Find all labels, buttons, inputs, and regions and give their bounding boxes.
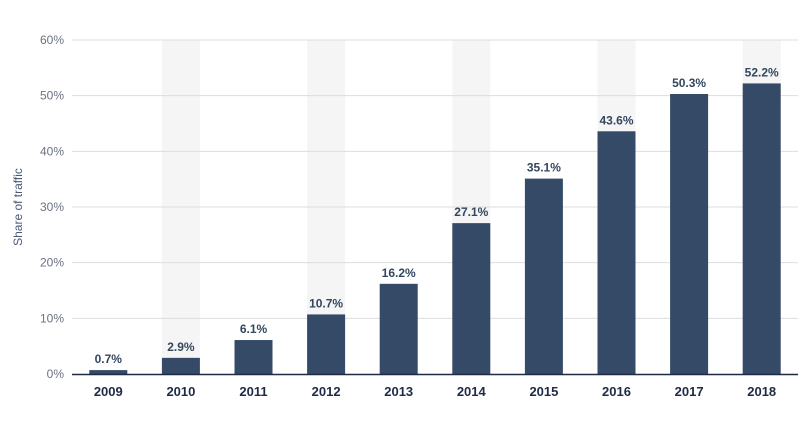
y-tick-label: 50% [40, 89, 64, 103]
bar-2010[interactable] [161, 357, 200, 374]
bar-2014[interactable] [452, 223, 491, 374]
x-tick-label-2015: 2015 [529, 384, 558, 399]
data-label-2018: 52.2% [745, 65, 779, 79]
x-tick-label-2012: 2012 [312, 384, 341, 399]
data-label-2013: 16.2% [382, 266, 416, 280]
y-tick-label: 10% [40, 311, 64, 325]
data-label-2012: 10.7% [309, 296, 343, 310]
data-label-2011: 6.1% [240, 322, 268, 336]
bar-2011[interactable] [234, 340, 273, 374]
data-label-2009: 0.7% [95, 352, 123, 366]
x-tick-label-2009: 2009 [94, 384, 123, 399]
bar-2018[interactable] [742, 83, 781, 375]
bar-2016[interactable] [597, 131, 636, 374]
x-axis-ticks: 2009 2010 2011 2012 2013 2014 2015 2016 2017 2018 [94, 384, 776, 399]
y-tick-label: 0% [47, 367, 65, 381]
x-tick-label-2018: 2018 [747, 384, 776, 399]
data-label-2014: 27.1% [454, 205, 488, 219]
bar-2013[interactable] [379, 283, 418, 374]
bar-2015[interactable] [524, 178, 563, 374]
x-tick-label-2017: 2017 [675, 384, 704, 399]
x-tick-label-2016: 2016 [602, 384, 631, 399]
data-label-2016: 43.6% [599, 113, 633, 127]
y-tick-label: 20% [40, 256, 64, 270]
y-axis-label: Share of traffic [11, 168, 25, 246]
data-label-2010: 2.9% [167, 340, 195, 354]
data-labels: 0.7% 2.9% 6.1% 10.7% 16.2% 27.1% 35.1% 43.6% 50.… [95, 65, 779, 366]
x-tick-label-2011: 2011 [239, 384, 267, 399]
y-tick-label: 40% [40, 144, 64, 158]
bar-2009[interactable] [89, 370, 128, 374]
data-label-2015: 35.1% [527, 161, 561, 175]
x-tick-label-2010: 2010 [166, 384, 195, 399]
bar-2017[interactable] [670, 93, 709, 374]
x-tick-label-2014: 2014 [457, 384, 487, 399]
data-label-2017: 50.3% [672, 76, 706, 90]
x-tick-label-2013: 2013 [384, 384, 413, 399]
y-axis-ticks: 0% 10% 20% 30% 40% 50% 60% [40, 33, 64, 381]
y-tick-label: 60% [40, 33, 64, 47]
y-tick-label: 30% [40, 200, 64, 214]
bars [89, 83, 781, 375]
bar-2012[interactable] [307, 314, 346, 374]
